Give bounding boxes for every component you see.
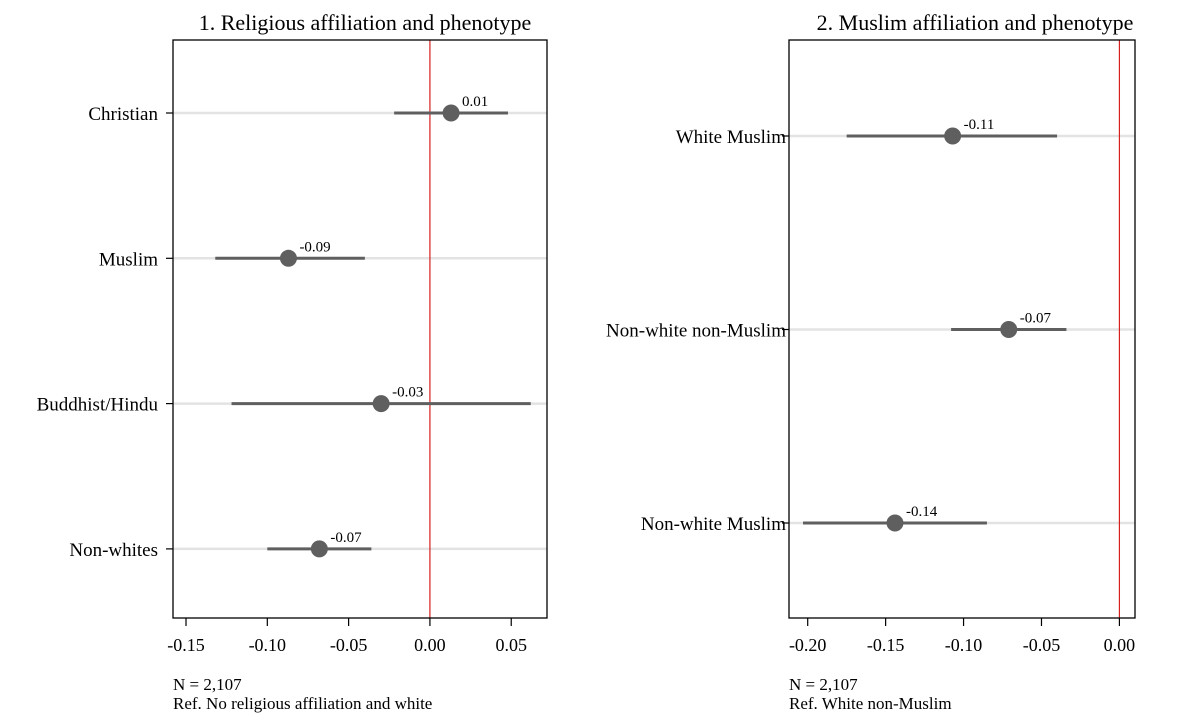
panel-1-frame <box>172 39 548 619</box>
panel-2-note: Ref. White non-Muslim <box>789 694 952 713</box>
panel-2-xtick-label: -0.10 <box>945 635 983 655</box>
panel-1-category-label: Buddhist/Hindu <box>37 395 159 416</box>
panel-2-data-label: -0.11 <box>964 117 995 133</box>
panel-1-category-label: Non-whites <box>69 540 158 561</box>
panel-2-estimate-point <box>886 514 904 532</box>
panel-2-estimate-point <box>1000 321 1018 338</box>
panel-1-note: N = 2,107 <box>173 675 242 694</box>
panel-2-xtick-label: -0.05 <box>1023 635 1061 655</box>
panel-1-note: Ref. No religious affiliation and white <box>173 694 432 713</box>
panel-1-xtick-label: -0.05 <box>330 635 368 655</box>
panel-1-xtick-label: -0.15 <box>167 635 205 655</box>
panel-2-data-label: -0.14 <box>906 504 938 520</box>
panel-1-estimate-point <box>442 104 460 122</box>
panel-2-category-label: White Muslim <box>676 127 787 148</box>
panel-2-data-label: -0.07 <box>1020 311 1052 327</box>
panel-2-xtick-label: -0.15 <box>867 635 905 655</box>
panel-2-xtick-label: 0.00 <box>1104 635 1136 655</box>
panel-2-xtick-label: -0.20 <box>789 635 827 655</box>
panel-1-xtick-label: -0.10 <box>249 635 287 655</box>
panel-1-estimate-point <box>279 249 297 267</box>
panel-1-title: 1. Religious affiliation and phenotype <box>199 10 532 35</box>
panel-1-category-label: Muslim <box>99 249 158 270</box>
panel-1-category-label: Christian <box>88 104 158 125</box>
panel-1-xtick-label: 0.05 <box>495 635 527 655</box>
panel-2-category-label: Non-white non-Muslim <box>606 321 786 342</box>
panel-1-data-label: 0.01 <box>462 94 488 110</box>
panel-2-category-label: Non-white Muslim <box>641 514 786 535</box>
panel-2-estimate-point <box>944 127 962 145</box>
panel-1-data-label: -0.09 <box>299 239 330 255</box>
panel-1-estimate-point <box>310 540 328 558</box>
panel-1-data-label: -0.03 <box>392 385 423 401</box>
panel-1-data-label: -0.07 <box>330 530 362 546</box>
panel-2-note: N = 2,107 <box>789 675 858 694</box>
panel-1-estimate-point <box>372 395 390 413</box>
panel-2-title: 2. Muslim affiliation and phenotype <box>817 10 1134 35</box>
panel-1-xtick-label: 0.00 <box>414 635 446 655</box>
